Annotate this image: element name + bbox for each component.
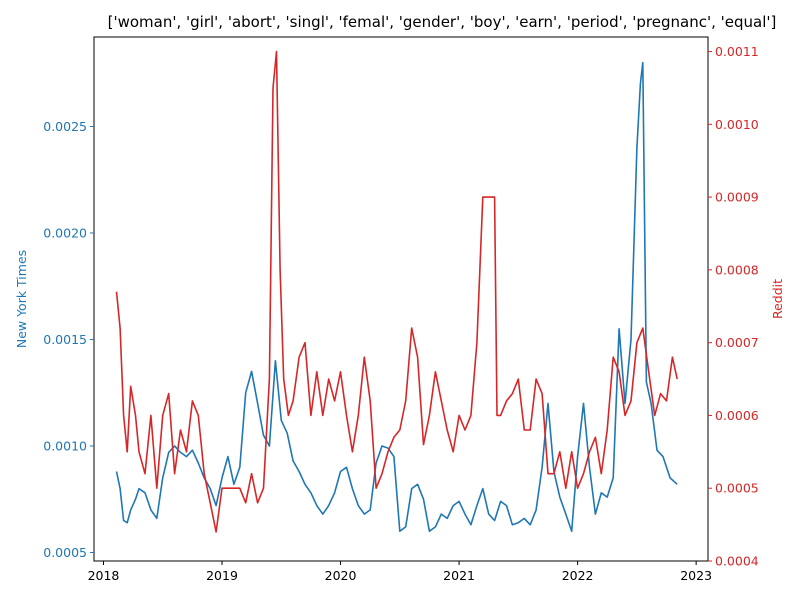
left-y-axis: 0.0005 0.0010 0.0015 0.0020 0.0025 — [43, 119, 94, 560]
right-y-tick-label: 0.0007 — [715, 335, 759, 350]
right-y-tick-label: 0.0004 — [715, 554, 759, 569]
x-axis: 2018 2019 2020 2021 2022 2023 — [88, 561, 712, 583]
right-y-tick-label: 0.0010 — [715, 117, 759, 132]
right-y-tick-label: 0.0009 — [715, 190, 759, 205]
left-y-tick-label: 0.0010 — [43, 438, 87, 453]
plot-frame — [93, 36, 709, 562]
x-tick-label: 2020 — [325, 568, 357, 583]
nyt-series-line — [115, 61, 678, 533]
left-y-tick-label: 0.0015 — [43, 332, 87, 347]
right-y-tick-label: 0.0006 — [715, 408, 759, 423]
right-y-tick-label: 0.0011 — [715, 44, 759, 59]
x-tick-label: 2023 — [680, 568, 712, 583]
left-y-tick-label: 0.0005 — [43, 545, 87, 560]
right-axis-label: Reddit — [770, 279, 785, 319]
x-tick-label: 2018 — [88, 568, 120, 583]
x-tick-label: 2019 — [206, 568, 238, 583]
x-tick-label: 2021 — [443, 568, 475, 583]
chart-title: ['woman', 'girl', 'abort', 'singl', 'fem… — [108, 13, 777, 31]
right-y-tick-label: 0.0008 — [715, 262, 759, 277]
right-y-tick-label: 0.0005 — [715, 481, 759, 496]
reddit-series-group — [115, 50, 678, 533]
x-tick-label: 2022 — [562, 568, 594, 583]
left-y-tick-label: 0.0025 — [43, 119, 87, 134]
reddit-series-line — [115, 50, 678, 533]
nyt-series-group — [115, 61, 678, 533]
left-axis-label: New York Times — [14, 250, 29, 348]
right-y-axis: 0.0004 0.0005 0.0006 0.0007 0.0008 0.0009 0.00… — [708, 44, 759, 569]
left-y-tick-label: 0.0020 — [43, 225, 87, 240]
